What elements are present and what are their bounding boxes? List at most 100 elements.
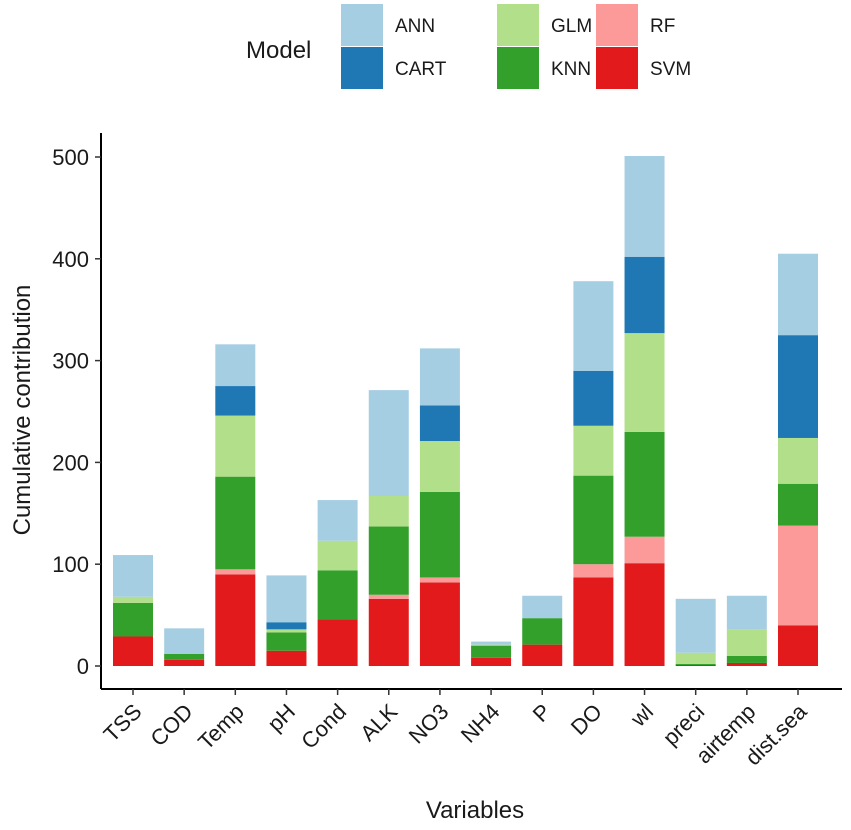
bar-segment-svm	[726, 662, 767, 666]
legend-entry-cart: CART	[341, 47, 447, 89]
y-tick-label: 0	[77, 654, 89, 679]
y-axis-title: Cumulative contribution	[9, 285, 36, 536]
y-tick-label: 100	[52, 552, 89, 577]
bar-segment-ann	[266, 575, 307, 623]
legend-entry-glm: GLM	[497, 4, 592, 46]
legend-entry-ann: ANN	[341, 4, 435, 46]
legend-key-svm	[596, 47, 638, 89]
bar-segment-cart	[573, 370, 614, 426]
bar-segment-ann	[624, 155, 665, 257]
bar-segment-glm	[113, 596, 153, 603]
bar-segment-svm	[113, 636, 153, 666]
y-tick-label: 300	[52, 349, 89, 374]
bar-segment-knn	[317, 570, 358, 620]
bar-segment-cart	[419, 405, 460, 442]
bar-segment-knn	[624, 431, 665, 537]
bar-segment-knn	[778, 483, 818, 526]
bar-segment-cart	[624, 256, 665, 334]
bar-segment-ann	[675, 598, 716, 653]
bar-segment-glm	[573, 425, 614, 476]
bar-segment-svm	[266, 650, 307, 666]
bar-segment-ann	[419, 348, 460, 406]
bar-segment-cart	[215, 386, 256, 416]
bar-segment-knn	[368, 526, 409, 595]
legend-label: SVM	[650, 59, 691, 80]
legend-label: ANN	[395, 16, 435, 37]
x-tick-label: NO3	[404, 699, 454, 749]
x-tick-label: pH	[262, 699, 300, 737]
bar-segment-svm	[419, 582, 460, 666]
x-tick-label: COD	[145, 699, 197, 751]
bar-segment-ann	[113, 555, 153, 597]
legend-entry-rf: RF	[596, 4, 675, 46]
bar-segment-knn	[522, 618, 563, 645]
legend-key-ann	[341, 4, 383, 46]
bar-segment-ann	[522, 595, 563, 619]
bar-segment-svm	[164, 659, 205, 666]
bar-segment-svm	[368, 598, 409, 666]
bar-segment-svm	[522, 644, 563, 666]
bar-segment-glm	[726, 629, 767, 656]
bar-segment-glm	[419, 441, 460, 492]
bar-segment-svm	[624, 563, 665, 666]
bar-segment-rf	[624, 536, 665, 564]
legend-key-cart	[341, 47, 383, 89]
bar-segment-cart	[266, 622, 307, 630]
bar-segment-knn	[215, 476, 256, 570]
legend-entry-svm: SVM	[596, 47, 691, 89]
bar-segment-glm	[675, 652, 716, 664]
bar-segment-glm	[266, 629, 307, 633]
y-tick-label: 500	[52, 145, 89, 170]
bar-segment-ann	[215, 344, 256, 387]
x-tick-label: P	[528, 699, 556, 727]
legend-key-glm	[497, 4, 539, 46]
bar-segment-knn	[164, 653, 205, 660]
bar-segment-ann	[573, 281, 614, 371]
legend-label: RF	[650, 16, 675, 37]
y-tick-label: 200	[52, 450, 89, 475]
bar-segment-cart	[778, 335, 818, 438]
bar-segment-knn	[573, 475, 614, 565]
bar-segment-ann	[164, 628, 205, 654]
x-tick-label: Cond	[296, 699, 351, 754]
bar-segment-rf	[573, 564, 614, 578]
bar-segment-svm	[471, 657, 512, 666]
bar-segment-glm	[215, 415, 256, 477]
bar-segment-ann	[317, 500, 358, 541]
bar-segment-glm	[471, 644, 512, 646]
legend-key-knn	[497, 47, 539, 89]
bar-segment-rf	[419, 577, 460, 583]
legend: Model ANN CART GLM KNN RF SVM	[246, 4, 691, 89]
bar-segment-knn	[266, 632, 307, 651]
x-tick-label: DO	[566, 699, 607, 740]
x-tick-label: TSS	[99, 699, 147, 747]
bar-segment-svm	[573, 577, 614, 666]
x-tick-label: ALK	[355, 699, 402, 746]
bar-segment-knn	[113, 602, 153, 637]
bar-segment-rf	[778, 525, 818, 626]
bar-segment-rf	[368, 594, 409, 599]
y-tick-label: 400	[52, 247, 89, 272]
bar-segment-svm	[317, 619, 358, 666]
bar-segment-svm	[215, 574, 256, 666]
x-axis-title: Variables	[426, 797, 524, 824]
bar-segment-ann	[726, 595, 767, 630]
bar-segment-knn	[419, 491, 460, 578]
bar-segment-knn	[675, 663, 716, 665]
legend-label: CART	[395, 59, 447, 80]
bar-segment-glm	[317, 540, 358, 571]
legend-label: GLM	[551, 16, 592, 37]
bar-segment-ann	[778, 253, 818, 336]
bar-segment-glm	[368, 495, 409, 527]
legend-entry-knn: KNN	[497, 47, 591, 89]
legend-key-rf	[596, 4, 638, 46]
bars	[113, 155, 818, 666]
bar-segment-ann	[368, 390, 409, 496]
legend-label: KNN	[551, 59, 591, 80]
bar-segment-svm	[675, 664, 716, 666]
bar-segment-knn	[726, 655, 767, 663]
bar-segment-knn	[471, 645, 512, 658]
x-tick-label: Temp	[193, 699, 249, 755]
x-tick-label: wl	[625, 699, 658, 732]
